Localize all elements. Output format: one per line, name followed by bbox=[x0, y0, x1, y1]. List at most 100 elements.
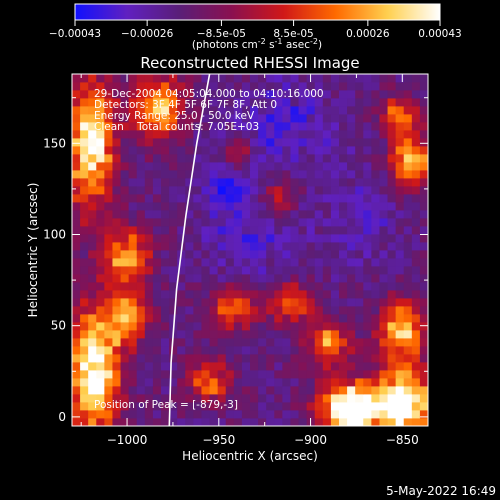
heatmap-cell bbox=[395, 370, 405, 379]
heatmap-cell bbox=[403, 90, 413, 99]
heatmap-cell bbox=[120, 106, 130, 115]
heatmap-cell bbox=[161, 370, 170, 379]
heatmap-cell bbox=[266, 322, 275, 331]
heatmap-cell bbox=[120, 82, 130, 91]
heatmap-cell bbox=[403, 266, 413, 275]
heatmap-cell bbox=[96, 162, 105, 171]
heatmap-cell bbox=[80, 82, 89, 91]
heatmap-cell bbox=[395, 106, 405, 115]
heatmap-cell bbox=[217, 394, 227, 403]
heatmap-cell bbox=[355, 274, 364, 283]
heatmap-cell bbox=[225, 90, 235, 99]
heatmap-cell bbox=[258, 226, 267, 235]
heatmap-cell bbox=[411, 98, 421, 107]
heatmap-cell bbox=[225, 162, 235, 171]
heatmap-cell bbox=[72, 306, 81, 315]
heatmap-cell bbox=[225, 82, 235, 91]
heatmap-cell bbox=[411, 370, 421, 379]
heatmap-cell bbox=[379, 170, 388, 179]
heatmap-cell bbox=[274, 322, 283, 331]
heatmap-cell bbox=[298, 386, 308, 395]
heatmap-cell bbox=[152, 290, 162, 299]
heatmap-cell bbox=[185, 282, 194, 291]
heatmap-cell bbox=[322, 170, 332, 179]
heatmap-cell bbox=[250, 402, 259, 411]
heatmap-cell bbox=[225, 274, 235, 283]
heatmap-cell bbox=[88, 250, 97, 259]
heatmap-cell bbox=[104, 290, 113, 299]
heatmap-cell bbox=[266, 338, 275, 347]
heatmap-cell bbox=[387, 106, 397, 115]
heatmap-cell bbox=[209, 178, 219, 187]
heatmap-cell bbox=[419, 282, 429, 291]
heatmap-cell bbox=[355, 226, 364, 235]
heatmap-cell bbox=[290, 234, 299, 243]
heatmap-cell bbox=[347, 290, 356, 299]
heatmap-cell bbox=[96, 290, 105, 299]
heatmap-cell bbox=[322, 386, 332, 395]
heatmap-cell bbox=[225, 114, 235, 123]
heatmap-cell bbox=[339, 290, 348, 299]
plot-frame bbox=[71, 73, 429, 427]
heatmap-cell bbox=[347, 122, 356, 131]
heatmap-cell bbox=[169, 170, 178, 179]
heatmap-cell bbox=[330, 170, 340, 179]
heatmap-cell bbox=[322, 98, 332, 107]
heatmap-cell bbox=[80, 242, 89, 251]
heatmap-cell bbox=[403, 218, 413, 227]
heatmap-cell bbox=[233, 250, 243, 259]
heatmap-cell bbox=[330, 202, 340, 211]
heatmap-cell bbox=[177, 306, 186, 315]
heatmap-cell bbox=[112, 154, 121, 163]
heatmap-cell bbox=[177, 210, 186, 219]
heatmap-cell bbox=[177, 386, 186, 395]
heatmap-cell bbox=[112, 234, 121, 243]
heatmap-cell bbox=[282, 282, 291, 291]
heatmap-cell bbox=[201, 386, 210, 395]
heatmap-cell bbox=[185, 266, 194, 275]
heatmap-cell bbox=[387, 146, 397, 155]
heatmap-cell bbox=[88, 146, 97, 155]
heatmap-cell bbox=[411, 130, 421, 139]
heatmap-cell bbox=[290, 370, 299, 379]
heatmap-cell bbox=[185, 210, 194, 219]
heatmap-cell bbox=[233, 258, 243, 267]
heatmap-cell bbox=[403, 394, 413, 403]
heatmap-cell bbox=[330, 122, 340, 131]
heatmap-cell bbox=[379, 202, 388, 211]
heatmap-cell bbox=[330, 98, 340, 107]
heatmap-cell bbox=[403, 282, 413, 291]
heatmap-cell bbox=[72, 146, 81, 155]
heatmap-cell bbox=[306, 274, 316, 283]
heatmap-cell bbox=[209, 306, 219, 315]
heatmap-cell bbox=[395, 154, 405, 163]
heatmap-cell bbox=[339, 226, 348, 235]
heatmap-cell bbox=[330, 338, 340, 347]
heatmap-cell bbox=[185, 82, 194, 91]
heatmap-cell bbox=[225, 402, 235, 411]
heatmap-cell bbox=[314, 170, 324, 179]
heatmap-cell bbox=[80, 394, 89, 403]
heatmap-cell bbox=[225, 106, 235, 115]
heatmap-cell bbox=[266, 218, 275, 227]
heatmap-cell bbox=[250, 234, 259, 243]
heatmap-cell bbox=[177, 394, 186, 403]
heatmap-cell bbox=[306, 354, 316, 363]
heatmap-cell bbox=[88, 266, 97, 275]
heatmap-cell bbox=[379, 274, 388, 283]
heatmap-cell bbox=[241, 282, 251, 291]
heatmap-cell bbox=[314, 370, 324, 379]
heatmap-cell bbox=[403, 202, 413, 211]
colorbar-tick-label: 8.5e-05 bbox=[273, 28, 313, 40]
heatmap-cell bbox=[80, 386, 89, 395]
heatmap-cell bbox=[193, 370, 202, 379]
heatmap-cell bbox=[233, 186, 243, 195]
heatmap-cell bbox=[201, 154, 210, 163]
heatmap-cell bbox=[169, 370, 178, 379]
heatmap-cell bbox=[201, 290, 210, 299]
heatmap-cell bbox=[371, 90, 380, 99]
heatmap-cell bbox=[314, 346, 324, 355]
heatmap-cell bbox=[355, 130, 364, 139]
heatmap-cell bbox=[185, 290, 194, 299]
heatmap-cell bbox=[298, 418, 308, 427]
